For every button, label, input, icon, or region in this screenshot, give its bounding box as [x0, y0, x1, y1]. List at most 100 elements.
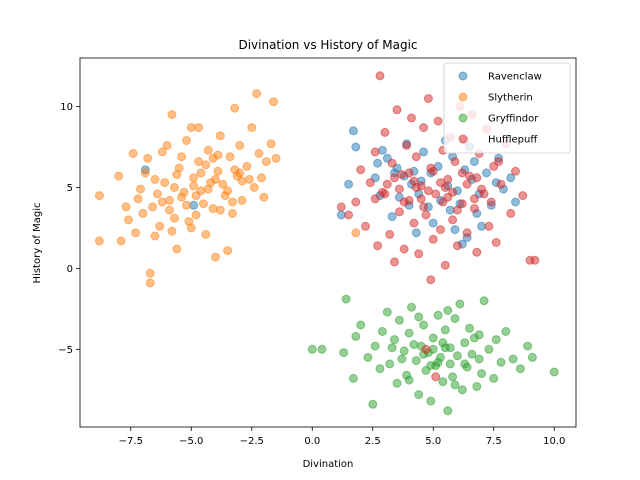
data-point-slytherin-71	[167, 226, 177, 236]
data-point-gryffindor-4	[348, 373, 358, 383]
data-point-hufflepuff-2	[344, 210, 354, 220]
data-point-slytherin-60	[189, 181, 199, 191]
legend-marker-ravenclaw	[458, 71, 468, 81]
data-point-gryffindor-21	[411, 356, 421, 366]
data-point-gryffindor-45	[472, 382, 482, 391]
data-point-hufflepuff-72	[390, 173, 399, 183]
data-point-gryffindor-69	[469, 333, 479, 343]
data-point-gryffindor-70	[404, 375, 414, 385]
y-tick-label: −5	[58, 345, 73, 356]
data-point-hufflepuff-57	[511, 166, 520, 176]
data-point-slytherin-39	[227, 208, 237, 218]
data-point-ravenclaw-42	[428, 218, 438, 228]
data-point-gryffindor-37	[450, 314, 460, 324]
x-tick-label: 2.5	[365, 436, 381, 447]
data-point-slytherin-89	[150, 231, 160, 241]
data-point-slytherin-52	[269, 97, 279, 107]
data-point-slytherin-19	[172, 244, 182, 254]
data-point-hufflepuff-10	[380, 127, 390, 137]
data-point-slytherin-64	[211, 174, 220, 184]
data-point-hufflepuff-81	[419, 202, 429, 212]
data-point-gryffindor-65	[440, 343, 450, 353]
data-point-hufflepuff-21	[409, 218, 419, 228]
data-point-gryffindor-43	[465, 323, 474, 333]
data-point-slytherin-17	[167, 110, 177, 120]
data-point-hufflepuff-83	[452, 205, 462, 215]
data-point-hufflepuff-78	[472, 173, 482, 183]
data-point-gryffindor-56	[523, 341, 533, 351]
data-point-gryffindor-22	[414, 390, 424, 400]
data-point-slytherin-84	[208, 153, 218, 163]
data-point-hufflepuff-85	[382, 179, 392, 189]
data-point-gryffindor-24	[419, 320, 429, 330]
data-point-hufflepuff-29	[428, 234, 438, 244]
data-point-gryffindor-33	[440, 325, 450, 335]
data-point-slytherin-63	[203, 184, 213, 194]
data-point-gryffindor-16	[394, 315, 404, 325]
x-tick-label: 10.0	[543, 436, 565, 447]
data-point-ravenclaw-4	[373, 158, 383, 168]
data-point-gryffindor-1	[317, 344, 327, 354]
data-point-ravenclaw-31	[450, 225, 460, 235]
data-point-slytherin-13	[155, 221, 165, 231]
data-point-hufflepuff-64	[380, 189, 390, 199]
data-point-gryffindor-34	[443, 406, 453, 416]
data-point-ravenclaw-2	[351, 142, 361, 152]
data-point-slytherin-76	[244, 174, 254, 184]
data-point-gryffindor-13	[385, 359, 395, 369]
y-tick-label: 10	[60, 102, 73, 113]
data-point-hufflepuff-89	[411, 183, 421, 192]
data-point-hufflepuff-31	[433, 116, 443, 126]
data-point-slytherin-62	[198, 199, 208, 209]
data-point-hufflepuff-73	[404, 168, 414, 178]
data-point-slytherin-51	[266, 139, 276, 149]
data-point-hufflepuff-17	[399, 244, 409, 254]
data-point-slytherin-44	[242, 161, 252, 171]
data-point-slytherin-75	[235, 168, 245, 178]
data-point-ravenclaw-18	[482, 168, 491, 178]
data-point-ravenclaw-21	[506, 173, 516, 183]
legend-marker-hufflepuff	[458, 134, 468, 144]
data-point-gryffindor-74	[414, 312, 424, 322]
data-point-slytherin-30	[203, 145, 213, 155]
data-point-slytherin-4	[123, 215, 133, 225]
data-point-gryffindor-10	[375, 364, 385, 374]
data-point-slytherin-1	[94, 236, 104, 246]
data-point-ravenclaw-3	[336, 210, 346, 220]
data-point-hufflepuff-25	[419, 123, 429, 133]
data-point-slytherin-29	[201, 229, 211, 239]
data-point-slytherin-49	[259, 192, 269, 202]
data-point-slytherin-45	[247, 123, 257, 133]
data-point-gryffindor-49	[484, 344, 494, 354]
data-point-slytherin-35	[215, 131, 225, 141]
y-tick-label: 0	[67, 264, 73, 275]
chart-title: Divination vs History of Magic	[238, 38, 417, 52]
data-point-hufflepuff-20	[407, 113, 416, 123]
data-point-gryffindor-0	[307, 344, 317, 354]
data-point-gryffindor-3	[341, 294, 351, 304]
data-point-slytherin-85	[257, 173, 266, 183]
data-point-slytherin-65	[218, 179, 228, 189]
data-point-hufflepuff-16	[397, 170, 407, 179]
data-point-slytherin-14	[157, 197, 167, 207]
data-point-gryffindor-58	[549, 367, 559, 377]
data-point-gryffindor-40	[457, 385, 467, 395]
data-point-slytherin-70	[133, 194, 143, 204]
data-point-gryffindor-62	[426, 361, 436, 370]
data-point-slytherin-16	[165, 205, 174, 215]
x-axis-label: Divination	[303, 459, 354, 470]
data-point-slytherin-82	[177, 152, 187, 162]
data-point-slytherin-22	[182, 136, 191, 145]
x-tick-label: −7.5	[119, 436, 143, 447]
data-point-slytherin-10	[145, 268, 155, 278]
data-point-slytherin-26	[191, 210, 201, 220]
data-point-gryffindor-28	[428, 333, 438, 343]
points-layer	[94, 71, 559, 416]
data-point-slytherin-38	[225, 152, 235, 162]
plot-frame	[79, 57, 577, 428]
data-point-gryffindor-14	[390, 335, 399, 345]
data-point-gryffindor-15	[392, 378, 402, 388]
data-point-slytherin-7	[136, 184, 145, 194]
data-point-slytherin-57	[172, 170, 182, 179]
data-point-slytherin-53	[271, 153, 281, 163]
